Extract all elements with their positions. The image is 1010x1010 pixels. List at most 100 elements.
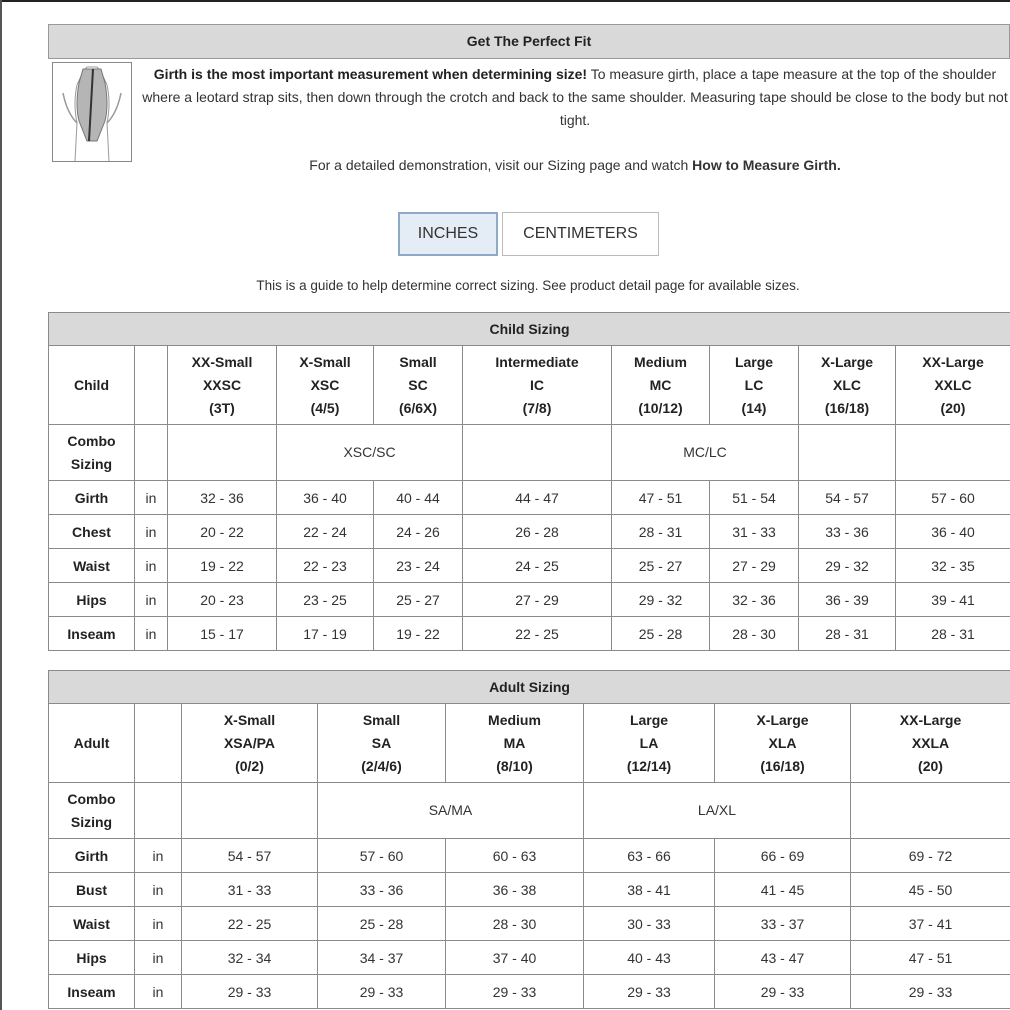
measurement-cell: 47 - 51: [849, 940, 1010, 975]
measurement-cell: 24 - 25: [462, 548, 612, 583]
size-header-line: Medium: [634, 353, 687, 370]
row-label: Inseam: [48, 616, 135, 651]
size-header-line: LA: [639, 734, 659, 751]
measurement-cell: 29 - 32: [798, 548, 896, 583]
measurement-cell: 44 - 47: [462, 480, 612, 515]
size-header-line: XX-Large: [922, 353, 984, 370]
measurement-cell: 57 - 60: [317, 838, 446, 873]
unit-cell: in: [134, 974, 182, 1009]
size-header-line: XXSC: [202, 376, 242, 393]
size-header-line: (16/18): [760, 757, 805, 774]
inches-button[interactable]: INCHES: [398, 212, 498, 256]
measurement-cell: 27 - 29: [709, 548, 799, 583]
size-header-line: LC: [744, 376, 764, 393]
measurement-cell: 41 - 45: [714, 872, 851, 907]
measurement-cell: 26 - 28: [462, 514, 612, 549]
demo-body: For a detailed demonstration, visit our …: [309, 157, 689, 173]
combo-label: Combo Sizing: [48, 424, 135, 481]
corner-label: Adult: [48, 703, 135, 783]
measurement-cell: 43 - 47: [714, 940, 851, 975]
measurement-cell: 27 - 29: [462, 582, 612, 617]
size-header-line: XX-Large: [899, 711, 962, 728]
demo-link[interactable]: How to Measure Girth.: [692, 157, 841, 173]
row-label: Hips: [48, 940, 135, 975]
combo-cell: SA/MA: [317, 782, 584, 839]
size-header-line: (0/2): [235, 757, 264, 774]
size-header-line: Intermediate: [495, 353, 579, 370]
measurement-cell: 25 - 27: [373, 582, 463, 617]
size-header-line: (4/5): [310, 399, 340, 416]
size-header-line: (2/4/6): [361, 757, 402, 774]
empty-cell: [798, 424, 896, 481]
measurement-cell: 33 - 37: [714, 906, 851, 941]
size-header-line: X-Large: [820, 353, 874, 370]
intro-body: To measure girth, place a tape measure a…: [142, 66, 1008, 128]
unit-cell: in: [134, 582, 168, 617]
centimeters-button[interactable]: CENTIMETERS: [502, 212, 659, 256]
measurement-cell: 15 - 17: [167, 616, 277, 651]
measurement-row: Hips in 32 - 34 34 - 37 37 - 40 40 - 43 43 - 4…: [48, 940, 1010, 975]
size-header-line: Large: [629, 711, 669, 728]
measurement-cell: 29 - 32: [611, 582, 710, 617]
intro-bold: Girth is the most important measurement …: [153, 66, 588, 82]
unit-cell: in: [134, 940, 182, 975]
size-header-line: (14): [741, 399, 767, 416]
size-header-line: XSA/PA: [223, 734, 276, 751]
measurement-cell: 34 - 37: [317, 940, 446, 975]
size-header-line: Large: [734, 353, 774, 370]
measurement-cell: 37 - 40: [445, 940, 584, 975]
measurement-row: Chest in 20 - 22 22 - 24 24 - 26 26 - 28 28 - …: [48, 514, 1010, 549]
unit-cell: in: [134, 480, 168, 515]
unit-cell: in: [134, 838, 182, 873]
table-body: Adult Sizing Adult X-Small XSA/PA (0/2) Small…: [47, 670, 1010, 1009]
row-label: Hips: [48, 582, 135, 617]
corner-label: Child: [48, 345, 135, 425]
measurement-cell: 20 - 22: [167, 514, 277, 549]
measurement-cell: 32 - 36: [167, 480, 277, 515]
measurement-cell: 19 - 22: [167, 548, 277, 583]
empty-cell: [894, 424, 1010, 481]
measurement-cell: 23 - 25: [276, 582, 374, 617]
measurement-cell: 22 - 24: [276, 514, 374, 549]
measurement-cell: 22 - 25: [181, 906, 318, 941]
measurement-cell: 29 - 33: [583, 974, 715, 1009]
measurement-row: Bust in 31 - 33 33 - 36 36 - 38 38 - 41 41 - 4…: [48, 872, 1010, 907]
size-header-line: X-Small: [223, 711, 276, 728]
size-header-line: X-Large: [756, 711, 809, 728]
size-header-line: Small: [399, 353, 437, 370]
size-header-line: Small: [362, 711, 401, 728]
measurement-cell: 22 - 23: [276, 548, 374, 583]
measurement-cell: 40 - 44: [373, 480, 463, 515]
measurement-cell: 29 - 33: [317, 974, 446, 1009]
demo-text: For a detailed demonstration, visit our …: [140, 154, 1010, 177]
row-label: Waist: [48, 906, 135, 941]
measurement-cell: 29 - 33: [714, 974, 851, 1009]
measurement-row: Inseam in 29 - 33 29 - 33 29 - 33 29 - 33 29 -…: [48, 974, 1010, 1009]
size-header-line: (20): [918, 757, 943, 774]
measurement-cell: 39 - 41: [894, 582, 1010, 617]
header-row: Child XX-Small XXSC (3T) X-Small XSC (4/5) Smal…: [48, 345, 1010, 425]
empty-cell: [134, 782, 182, 839]
size-header: X-Large XLA (16/18): [714, 703, 851, 783]
empty-cell: [134, 424, 168, 481]
size-header-line: IC: [530, 376, 544, 393]
table-title: Child Sizing: [47, 312, 1010, 346]
combo-cell: MC/LC: [611, 424, 799, 481]
size-header: XX-Large XXLC (20): [894, 345, 1010, 425]
measurement-cell: 36 - 40: [894, 514, 1010, 549]
measurement-cell: 54 - 57: [798, 480, 896, 515]
girth-illustration: [52, 62, 132, 162]
combo-row: Combo Sizing SA/MA LA/XL: [48, 782, 1010, 839]
size-header: Large LC (14): [709, 345, 799, 425]
measurement-cell: 24 - 26: [373, 514, 463, 549]
unit-cell: in: [134, 906, 182, 941]
size-header-line: XXLA: [911, 734, 950, 751]
size-header-line: SC: [408, 376, 428, 393]
size-header-line: Medium: [488, 711, 541, 728]
size-header-line: XLC: [833, 376, 861, 393]
combo-cell: LA/XL: [583, 782, 851, 839]
measurement-cell: 31 - 33: [709, 514, 799, 549]
title-row: Adult Sizing: [47, 670, 1010, 704]
unit-cell: in: [134, 548, 168, 583]
